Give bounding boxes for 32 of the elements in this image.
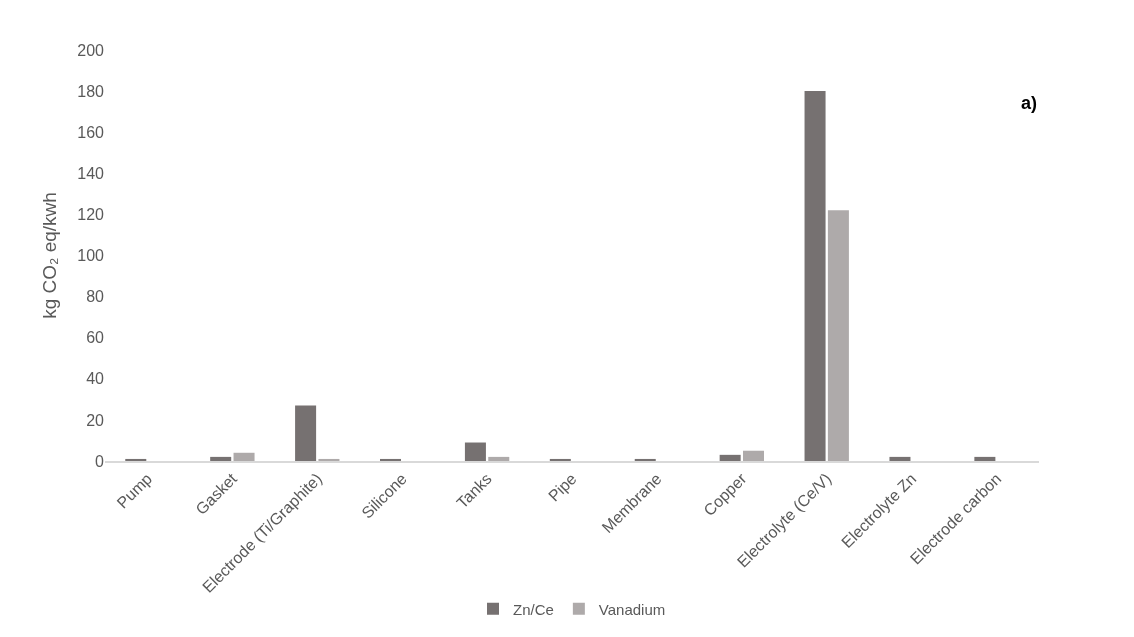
bar: [488, 456, 510, 461]
bar: [125, 458, 147, 461]
y-tick-label: 60: [86, 329, 105, 347]
bar: [233, 452, 255, 461]
y-tick-label: 180: [77, 82, 105, 100]
bar: [889, 456, 911, 461]
bar: [549, 458, 571, 461]
bar: [464, 442, 486, 461]
y-tick-label: 140: [77, 164, 105, 182]
bar: [210, 456, 232, 461]
bar: [827, 210, 849, 461]
y-tick-label: 200: [77, 41, 105, 59]
bar: [634, 458, 656, 461]
y-tick-label: 0: [95, 452, 105, 470]
bar: [974, 456, 996, 461]
bar: [295, 405, 317, 461]
bar: [318, 458, 340, 461]
x-tick-label: Pipe: [545, 469, 580, 505]
legend-label: Vanadium: [598, 600, 666, 618]
y-tick-label: 80: [86, 288, 105, 306]
legend-label: Zn/Ce: [513, 600, 554, 618]
y-tick-label: 100: [77, 247, 105, 265]
y-tick-label: 40: [86, 370, 105, 388]
bar: [804, 91, 826, 461]
bar: [719, 454, 741, 461]
bar: [742, 450, 764, 461]
y-tick-label: 120: [77, 206, 105, 223]
annotation: a): [1021, 93, 1038, 113]
y-tick-label: 20: [86, 411, 105, 429]
y-axis-title: kg CO₂ eq/kwh: [39, 192, 61, 319]
y-tick-label: 160: [77, 123, 105, 141]
bar: [380, 458, 402, 461]
